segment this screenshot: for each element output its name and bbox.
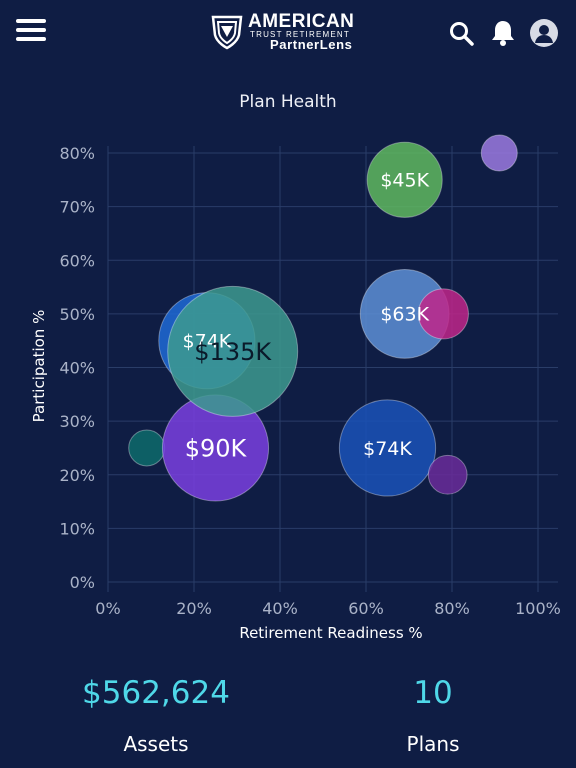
y-tick-label: 10% bbox=[59, 519, 95, 538]
brand-name: AMERICAN bbox=[248, 11, 355, 32]
bubble bbox=[417, 288, 469, 340]
x-tick-label: 100% bbox=[515, 599, 561, 618]
bubble-label: $63K bbox=[380, 304, 429, 326]
plans-value: 10 bbox=[413, 675, 453, 711]
search-icon[interactable] bbox=[449, 21, 475, 47]
assets-value: $562,624 bbox=[82, 675, 230, 711]
shield-logo-icon bbox=[211, 15, 243, 50]
x-tick-label: 20% bbox=[176, 599, 212, 618]
brand-subtitle: TRUST RETIREMENT bbox=[250, 30, 350, 39]
y-tick-label: 50% bbox=[59, 305, 95, 324]
x-tick-label: 40% bbox=[262, 599, 298, 618]
y-tick-label: 20% bbox=[59, 466, 95, 485]
user-icon[interactable] bbox=[530, 19, 558, 47]
menu-icon[interactable] bbox=[16, 19, 46, 45]
chart-title: Plan Health bbox=[239, 92, 337, 112]
bubble-label: $135K bbox=[194, 338, 272, 366]
bubble bbox=[427, 454, 468, 495]
bubble-label: $74K bbox=[183, 331, 232, 353]
x-axis-label: Retirement Readiness % bbox=[239, 624, 422, 642]
bubble bbox=[480, 134, 518, 172]
bubble bbox=[167, 285, 299, 417]
y-tick-label: 80% bbox=[59, 144, 95, 163]
x-tick-label: 0% bbox=[95, 599, 120, 618]
y-tick-label: 30% bbox=[59, 412, 95, 431]
bubble bbox=[366, 141, 443, 218]
bubble bbox=[128, 429, 166, 467]
bubble bbox=[338, 399, 437, 497]
bubble-label: $45K bbox=[380, 170, 429, 192]
x-tick-label: 80% bbox=[434, 599, 470, 618]
bell-icon[interactable] bbox=[490, 19, 516, 47]
y-tick-label: 70% bbox=[59, 198, 95, 217]
y-tick-label: 60% bbox=[59, 251, 95, 270]
plans-label: Plans bbox=[406, 732, 460, 756]
y-tick-label: 0% bbox=[70, 573, 95, 592]
brand-logo: AMERICAN TRUST RETIREMENT PartnerLens bbox=[210, 11, 370, 56]
y-tick-label: 40% bbox=[59, 359, 95, 378]
x-tick-label: 60% bbox=[348, 599, 384, 618]
bubble-label: $74K bbox=[363, 438, 412, 460]
plan-health-chart: 0% 10% 20% 30% 40% 50% 60% 70% 80% 0% 20% 40% 60% 80%… bbox=[30, 134, 561, 642]
assets-label: Assets bbox=[123, 732, 189, 756]
app-name: PartnerLens bbox=[270, 37, 353, 52]
y-axis-label: Participation % bbox=[30, 310, 48, 423]
bubble-label: $90K bbox=[185, 435, 248, 463]
top-bar: AMERICAN TRUST RETIREMENT PartnerLens bbox=[0, 0, 576, 70]
